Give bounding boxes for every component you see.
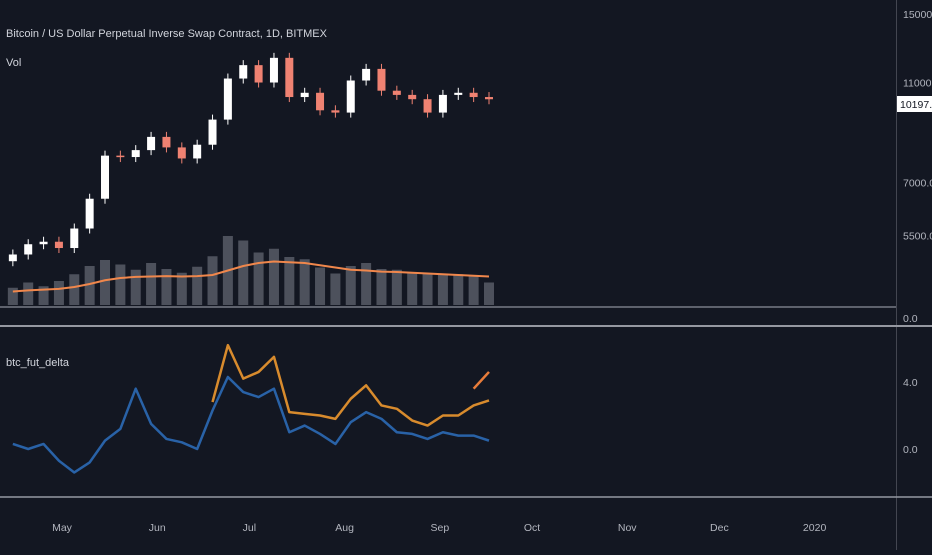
volume-bar bbox=[176, 272, 187, 305]
candle-body bbox=[193, 144, 202, 159]
volume-bar bbox=[207, 256, 218, 305]
volume-bar bbox=[253, 252, 264, 305]
candle-body bbox=[392, 90, 401, 95]
indicator-tick-label: 4.0 bbox=[903, 377, 918, 389]
candle-body bbox=[24, 244, 33, 255]
time-tick-label: Oct bbox=[524, 522, 540, 534]
price-candles bbox=[8, 52, 493, 267]
candle-body bbox=[70, 228, 79, 249]
candle-body bbox=[162, 136, 171, 148]
current-price-label: 10197.0 bbox=[900, 99, 932, 111]
candle-body bbox=[147, 136, 156, 151]
delta-series-line bbox=[211, 343, 490, 427]
volume-bar bbox=[53, 281, 64, 305]
candle-body bbox=[131, 150, 140, 158]
volume-bar bbox=[284, 257, 295, 305]
volume-bar bbox=[468, 276, 479, 305]
time-tick-label: Dec bbox=[710, 522, 729, 534]
volume-bars bbox=[7, 236, 494, 305]
current-price-tag-bg bbox=[897, 96, 932, 112]
volume-bar bbox=[69, 274, 80, 305]
volume-bar bbox=[161, 269, 172, 305]
candle-body bbox=[85, 198, 94, 229]
volume-bar bbox=[115, 264, 126, 305]
volume-bar bbox=[238, 240, 249, 305]
volume-ma-line bbox=[12, 260, 490, 293]
volume-bar bbox=[100, 260, 111, 305]
current-price-tag: 10197.0 bbox=[897, 96, 932, 112]
candle-body bbox=[285, 57, 294, 98]
time-tick-label: Aug bbox=[335, 522, 354, 534]
chart-title: Bitcoin / US Dollar Perpetual Inverse Sw… bbox=[6, 28, 328, 40]
candle-body bbox=[438, 94, 447, 113]
volume-bar bbox=[84, 266, 95, 305]
candle-body bbox=[254, 65, 263, 83]
volume-bar bbox=[38, 286, 49, 305]
candle-body bbox=[377, 68, 386, 91]
volume-bar bbox=[376, 269, 387, 305]
candle-body bbox=[408, 94, 417, 100]
time-tick-label: Jul bbox=[243, 522, 256, 534]
candle-body bbox=[208, 119, 217, 145]
volume-bar bbox=[391, 269, 402, 305]
candle-body bbox=[469, 92, 478, 98]
candle-body bbox=[239, 65, 248, 79]
volume-bar bbox=[299, 259, 310, 305]
price-tick-label: 11000.0 bbox=[903, 78, 932, 90]
time-tick-label: May bbox=[52, 522, 73, 534]
time-tick-label: Jun bbox=[149, 522, 166, 534]
candle-body bbox=[316, 92, 325, 111]
price-axis[interactable]: 15000.0 11000.0 7000.0 5500.0 0.0 bbox=[903, 9, 932, 325]
volume-bar bbox=[268, 248, 279, 305]
candle-body bbox=[423, 99, 432, 113]
volume-moving-average bbox=[12, 260, 490, 293]
price-tick-label: 7000.0 bbox=[903, 177, 932, 189]
volume-bar bbox=[315, 267, 326, 305]
price-tick-label: 15000.0 bbox=[903, 9, 932, 21]
candle-body bbox=[362, 68, 371, 81]
candle-body bbox=[300, 92, 309, 98]
volume-bar bbox=[361, 263, 372, 305]
candle-body bbox=[8, 254, 17, 262]
candle-body bbox=[346, 80, 355, 113]
volume-bar bbox=[146, 263, 157, 305]
delta-series-line bbox=[12, 375, 490, 474]
volume-bar bbox=[7, 287, 18, 305]
volume-bar bbox=[437, 273, 448, 305]
volume-bar bbox=[192, 266, 203, 305]
volume-bar bbox=[345, 266, 356, 305]
candle-body bbox=[223, 78, 232, 120]
volume-bar bbox=[407, 272, 418, 305]
candle-body bbox=[484, 97, 493, 100]
candle-body bbox=[454, 92, 463, 95]
time-tick-label: 2020 bbox=[803, 522, 827, 534]
time-axis[interactable]: May Jun Jul Aug Sep Oct Nov Dec 2020 bbox=[52, 522, 826, 534]
time-tick-label: Nov bbox=[618, 522, 637, 534]
volume-bar bbox=[453, 274, 464, 305]
volume-indicator-label[interactable]: Vol bbox=[6, 57, 21, 69]
volume-zero-tick-label: 0.0 bbox=[903, 313, 918, 325]
candle-body bbox=[101, 155, 110, 199]
indicator-axis[interactable]: 4.0 0.0 bbox=[903, 377, 918, 456]
delta-series-line bbox=[472, 371, 490, 390]
price-tick-label: 5500.0 bbox=[903, 231, 932, 243]
indicator-tick-label: 0.0 bbox=[903, 444, 918, 456]
candle-body bbox=[54, 241, 63, 249]
volume-bar bbox=[130, 269, 141, 305]
volume-bar bbox=[422, 273, 433, 305]
delta-lines bbox=[12, 343, 490, 474]
time-tick-label: Sep bbox=[430, 522, 449, 534]
candle-body bbox=[269, 57, 278, 83]
volume-bar bbox=[483, 282, 494, 305]
candle-body bbox=[331, 110, 340, 113]
volume-bar bbox=[330, 273, 341, 305]
candle-body bbox=[39, 241, 48, 245]
candle-body bbox=[116, 155, 125, 158]
delta-indicator-label[interactable]: btc_fut_delta bbox=[6, 357, 70, 369]
candle-body bbox=[177, 147, 186, 159]
volume-bar bbox=[23, 282, 34, 305]
